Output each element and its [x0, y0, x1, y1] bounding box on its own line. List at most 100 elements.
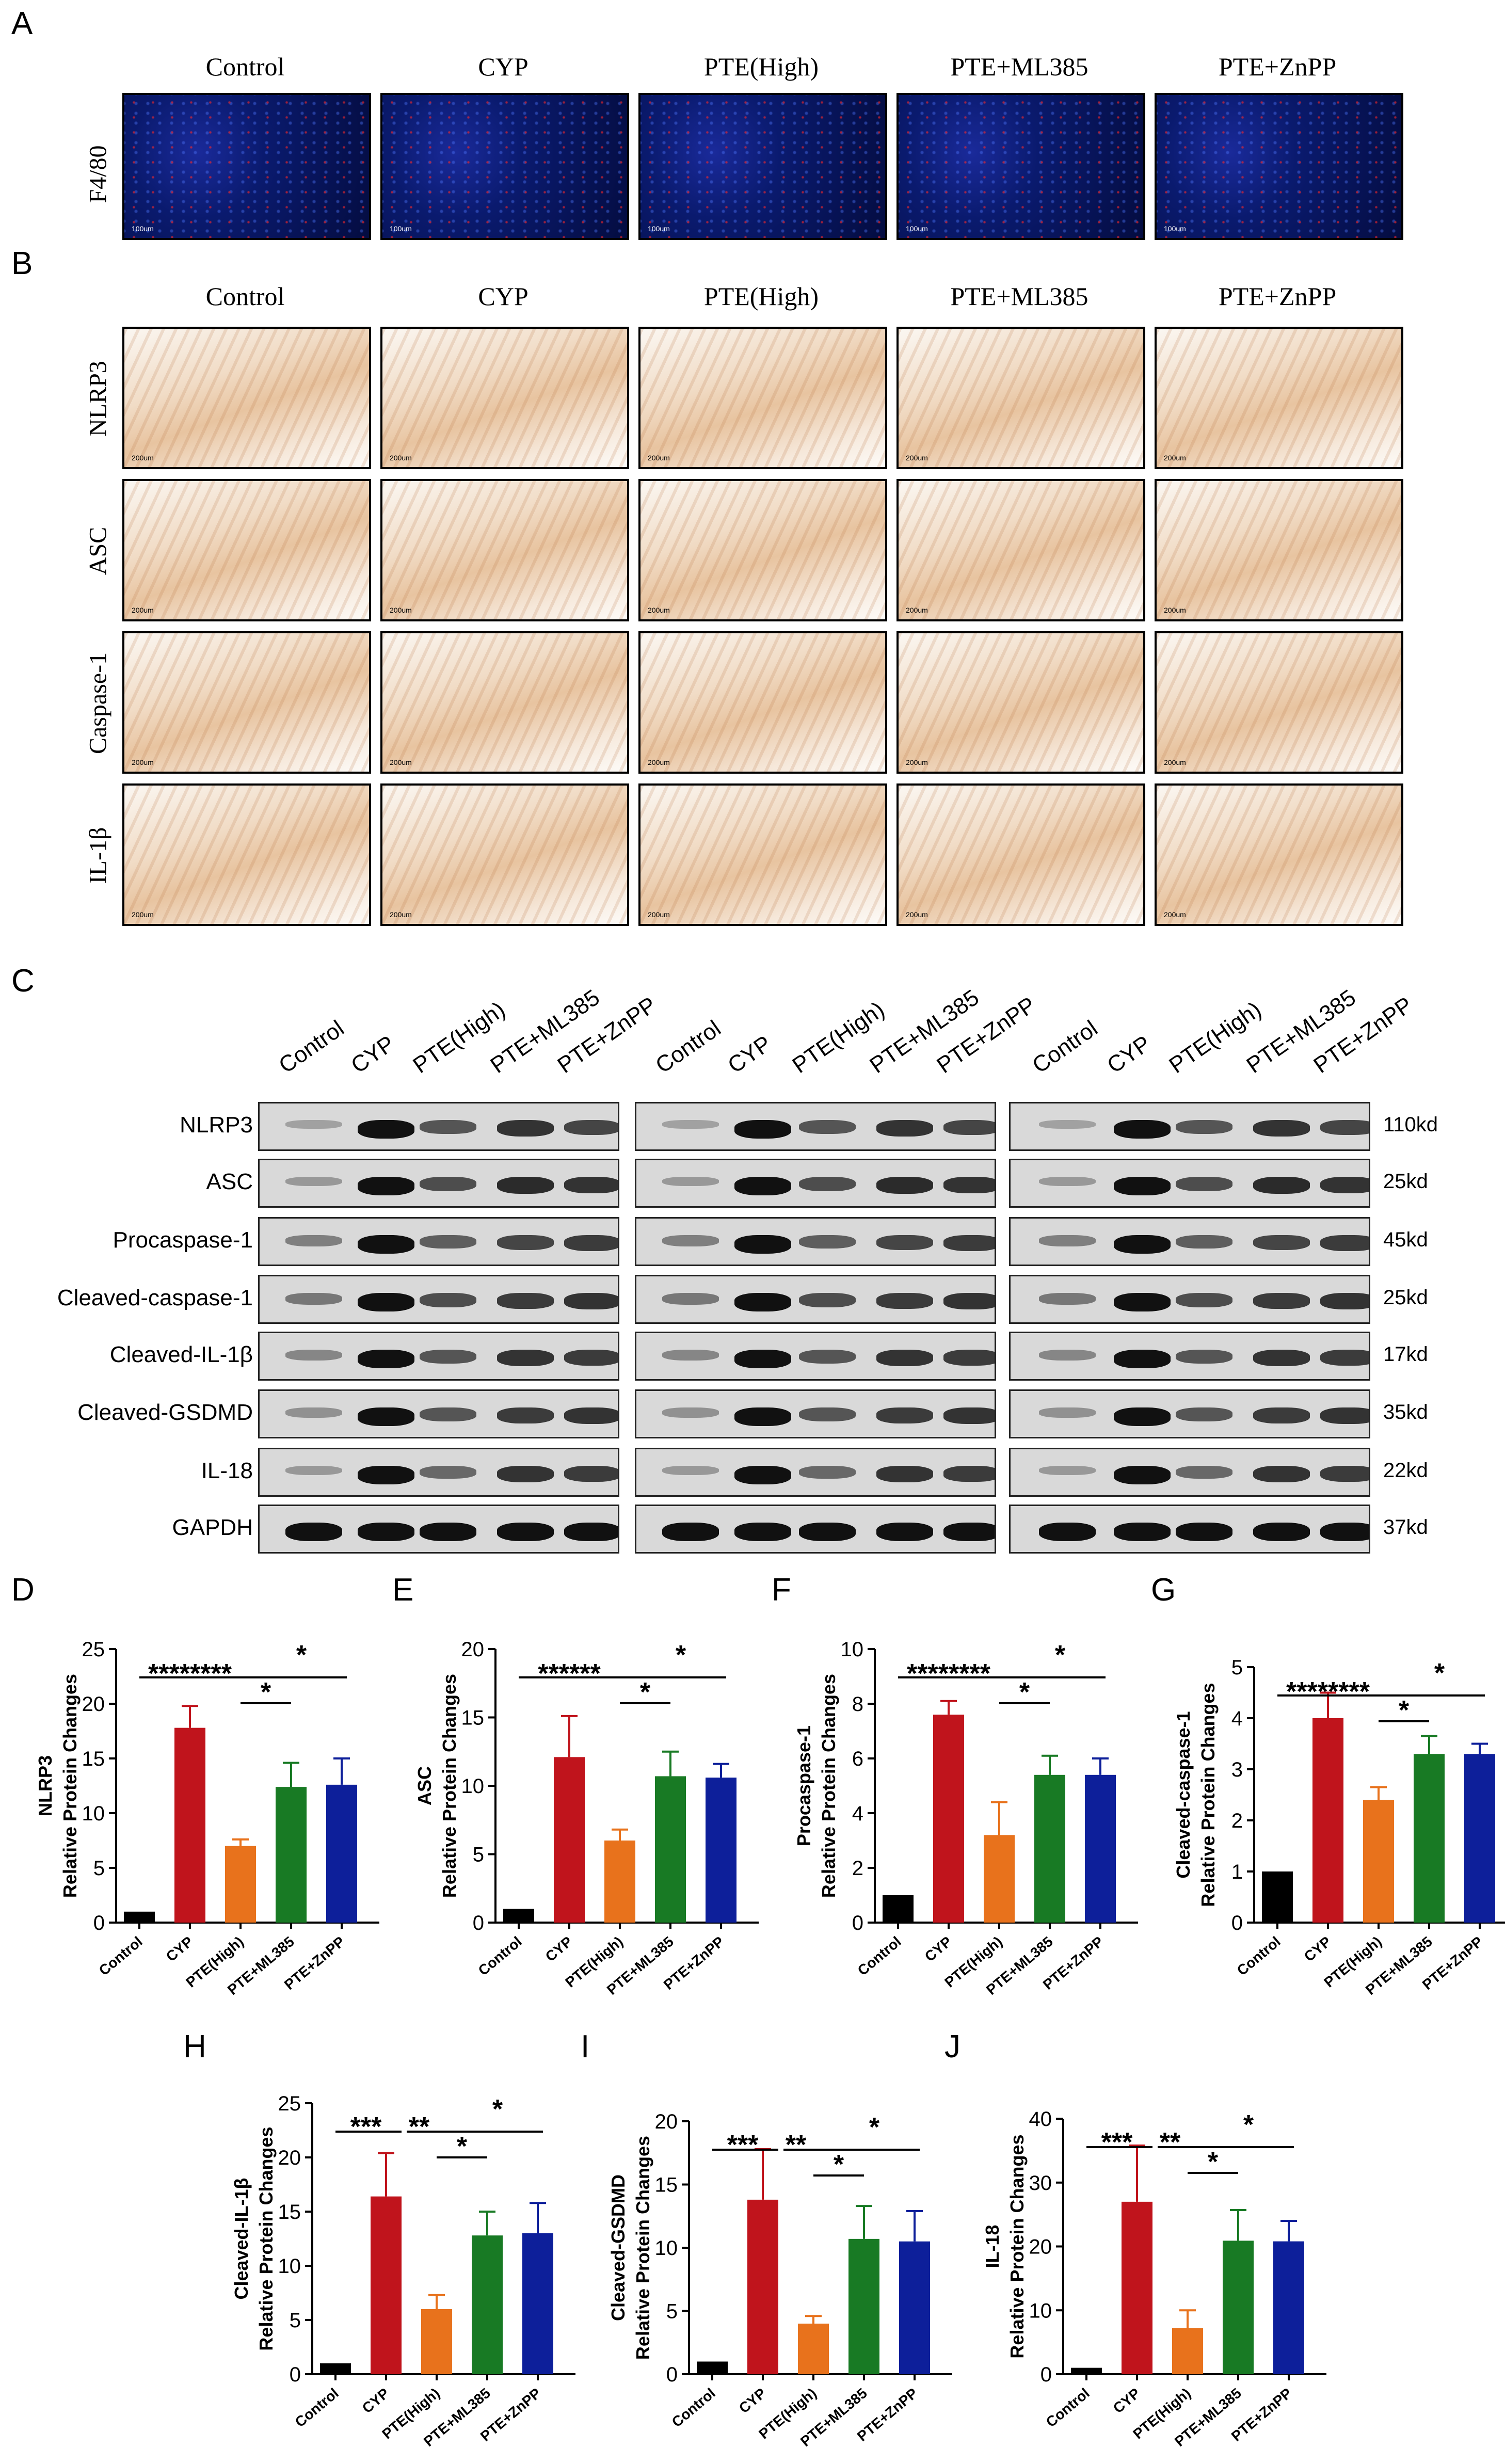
ihc-image: 200um	[380, 783, 629, 926]
significance-label: *	[1055, 1640, 1066, 1670]
scale-bar: 100um	[1164, 225, 1186, 233]
protein-band	[1114, 1235, 1171, 1254]
y-tick-label: 30	[1029, 2172, 1052, 2195]
bar	[371, 2196, 402, 2374]
x-tick-label: CYP	[359, 2385, 392, 2417]
y-tick-label: 20	[1029, 2236, 1052, 2259]
protein-band	[943, 1350, 995, 1366]
blot-protein-label: Cleaved-caspase-1	[57, 1285, 253, 1310]
bar	[421, 2309, 452, 2374]
western-blot-strip	[635, 1332, 996, 1381]
protein-band	[799, 1466, 856, 1479]
bar	[503, 1909, 534, 1923]
scale-bar: 200um	[132, 910, 154, 919]
protein-band	[1114, 1407, 1171, 1426]
panel-label-c: C	[11, 963, 35, 999]
x-tick-label: Control	[1043, 2385, 1093, 2430]
protein-band	[285, 1523, 342, 1541]
protein-band	[799, 1523, 856, 1541]
bar	[883, 1895, 914, 1923]
western-blot-strip	[635, 1448, 996, 1497]
x-tick-label: Control	[96, 1933, 146, 1979]
bar	[1414, 1754, 1445, 1923]
protein-band	[876, 1350, 933, 1366]
row-label-nlrp3: NLRP3	[84, 361, 112, 437]
y-tick-label: 25	[82, 1638, 105, 1661]
x-tick-label: PTE+ZnPP	[1228, 2385, 1295, 2444]
protein-band	[1039, 1177, 1096, 1187]
significance-label: ********	[148, 1659, 232, 1689]
bar	[697, 2361, 728, 2374]
x-tick-label: PTE(High)	[562, 1933, 626, 1991]
protein-band	[497, 1177, 554, 1194]
y-axis-label: Cleaved-IL-1β	[231, 2178, 252, 2299]
protein-band	[1114, 1523, 1171, 1541]
bar	[1223, 2241, 1254, 2374]
x-tick-label: PTE+ZnPP	[477, 2385, 544, 2444]
x-tick-label: PTE+ML385	[1172, 2385, 1244, 2450]
bar	[984, 1835, 1015, 1923]
protein-band	[358, 1177, 414, 1195]
protein-band	[564, 1350, 618, 1366]
protein-band	[1320, 1235, 1369, 1251]
scale-bar: 200um	[906, 606, 928, 614]
x-tick-label: Control	[855, 1933, 904, 1979]
x-tick-label: PTE+ML385	[421, 2385, 493, 2450]
y-tick-label: 4	[1231, 1707, 1243, 1730]
western-blot-strip	[1009, 1159, 1370, 1208]
y-tick-label: 15	[278, 2201, 301, 2223]
y-axis-label: Relative Protein Changes	[632, 2136, 653, 2360]
protein-band	[1253, 1466, 1310, 1482]
protein-band	[662, 1466, 719, 1476]
scale-bar: 100um	[648, 225, 670, 233]
row-label-f4-80: F4/80	[84, 145, 112, 203]
x-tick-label: PTE(High)	[1130, 2385, 1194, 2442]
panel-label-e: E	[392, 1572, 414, 1608]
x-tick-label: PTE+ZnPP	[1040, 1933, 1107, 1993]
protein-band	[358, 1407, 414, 1426]
y-axis-label: Cleaved-caspase-1	[1173, 1711, 1194, 1878]
protein-band	[420, 1407, 476, 1422]
protein-band	[420, 1120, 476, 1134]
x-tick-label: PTE+ZnPP	[281, 1933, 348, 1993]
significance-label: *	[1399, 1695, 1410, 1725]
protein-band	[734, 1523, 791, 1541]
protein-band	[662, 1523, 719, 1541]
protein-band	[285, 1466, 342, 1476]
western-blot-strip	[635, 1159, 996, 1208]
significance-label: *	[1434, 1658, 1445, 1688]
protein-band	[1176, 1177, 1232, 1192]
panel-label-h: H	[183, 2029, 206, 2065]
y-tick-label: 15	[655, 2174, 678, 2197]
y-axis-label: Procaspase-1	[793, 1725, 814, 1846]
bar	[1262, 1871, 1293, 1923]
protein-band	[734, 1235, 791, 1254]
protein-band	[799, 1407, 856, 1422]
group-label: CYP	[478, 282, 529, 311]
x-tick-label: CYP	[542, 1933, 575, 1965]
protein-band	[1176, 1523, 1232, 1541]
significance-label: *	[869, 2113, 880, 2142]
y-tick-label: 10	[841, 1638, 864, 1661]
panel-label-a: A	[11, 6, 33, 41]
group-label: PTE+ZnPP	[1218, 282, 1337, 311]
bar	[933, 1715, 964, 1923]
blot-protein-label: GAPDH	[172, 1515, 253, 1540]
protein-band	[1114, 1177, 1171, 1195]
significance-label: *	[261, 1677, 271, 1707]
scale-bar: 200um	[648, 910, 670, 919]
scale-bar: 200um	[906, 910, 928, 919]
protein-band	[1176, 1293, 1232, 1308]
western-blot-strip	[635, 1389, 996, 1438]
protein-band	[420, 1293, 476, 1308]
bar	[1122, 2201, 1152, 2374]
row-label-il-1b: IL-1β	[84, 827, 112, 884]
y-axis-label: Relative Protein Changes	[255, 2126, 277, 2350]
bar	[326, 1784, 357, 1923]
protein-band	[734, 1466, 791, 1484]
protein-band	[497, 1407, 554, 1423]
ihc-image: 200um	[380, 631, 629, 774]
blot-protein-label: NLRP3	[180, 1112, 253, 1138]
protein-band	[1039, 1523, 1096, 1541]
bar	[1172, 2328, 1203, 2374]
